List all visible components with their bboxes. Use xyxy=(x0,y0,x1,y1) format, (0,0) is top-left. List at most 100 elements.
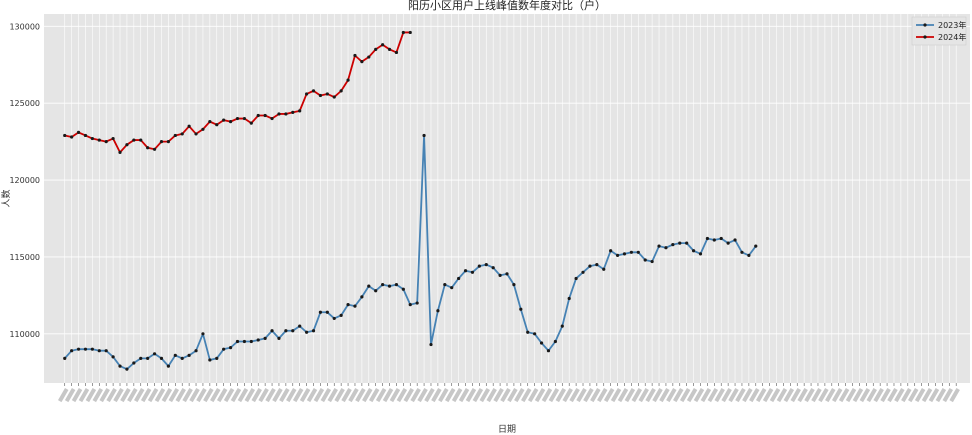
data-point xyxy=(173,353,177,357)
data-point xyxy=(284,329,288,333)
data-point xyxy=(132,138,136,142)
x-tick-label xyxy=(845,388,857,403)
x-tick-label xyxy=(424,388,435,403)
data-point xyxy=(180,132,184,136)
x-tick-label xyxy=(638,388,649,403)
x-tick-label xyxy=(555,388,567,403)
x-tick-label xyxy=(140,388,152,403)
data-point xyxy=(298,109,302,113)
x-tick-label xyxy=(679,388,691,403)
legend-label-2024: 2024年 xyxy=(938,32,966,42)
data-point xyxy=(305,330,309,334)
x-tick-label xyxy=(728,388,739,403)
x-tick-label xyxy=(203,388,214,403)
x-tick-label xyxy=(790,388,801,403)
x-tick-label xyxy=(251,388,262,403)
legend-label-2023: 2023年 xyxy=(938,20,966,30)
x-tick-label xyxy=(914,388,926,403)
data-point xyxy=(104,349,108,353)
data-point xyxy=(740,250,744,254)
x-tick-label xyxy=(852,388,864,403)
x-axis-label: 日期 xyxy=(498,424,516,435)
x-tick-label xyxy=(64,388,76,403)
data-point xyxy=(353,304,357,308)
data-point xyxy=(180,356,184,360)
x-tick-label xyxy=(92,388,104,403)
x-tick-label xyxy=(182,388,193,403)
x-tick-label xyxy=(389,388,401,403)
data-point xyxy=(235,339,240,344)
y-tick-label: 110000 xyxy=(9,330,40,339)
x-tick-label xyxy=(769,388,781,403)
x-tick-label xyxy=(161,388,173,403)
x-tick-label xyxy=(838,388,850,403)
data-point xyxy=(477,264,481,268)
data-point xyxy=(235,116,240,121)
data-point xyxy=(498,273,502,277)
data-point xyxy=(139,356,143,360)
x-tick-label xyxy=(403,388,414,403)
data-point xyxy=(339,313,343,317)
data-point xyxy=(111,136,115,141)
data-point xyxy=(595,263,599,267)
x-tick-label xyxy=(99,388,110,403)
data-point xyxy=(387,284,392,288)
data-point xyxy=(332,95,336,99)
x-tick-label xyxy=(894,388,905,403)
x-tick-label xyxy=(216,388,228,403)
data-point xyxy=(263,113,267,118)
x-tick-label xyxy=(507,388,518,403)
x-tick-label xyxy=(196,388,207,403)
data-point xyxy=(125,143,129,147)
data-point xyxy=(242,339,246,344)
data-point xyxy=(443,283,447,287)
data-point xyxy=(263,336,267,341)
data-point xyxy=(415,301,419,305)
y-axis-label: 人数 xyxy=(0,189,12,207)
data-point xyxy=(691,249,696,253)
x-tick-label xyxy=(134,388,145,403)
x-tick-label xyxy=(686,388,698,403)
data-point xyxy=(650,259,654,264)
x-tick-label xyxy=(348,388,359,403)
data-point xyxy=(574,276,578,281)
data-point xyxy=(270,116,274,121)
x-tick-label xyxy=(306,388,318,403)
legend: 2023年 2024年 xyxy=(911,16,967,46)
legend-box xyxy=(911,16,967,46)
data-point xyxy=(194,132,198,136)
data-point xyxy=(311,329,316,333)
data-point xyxy=(318,93,323,98)
data-point xyxy=(152,352,157,356)
data-point xyxy=(408,30,412,35)
data-point xyxy=(76,130,81,134)
x-tick-label xyxy=(887,388,898,403)
data-point xyxy=(166,140,170,144)
data-point xyxy=(685,241,689,245)
y-tick-label: 130000 xyxy=(9,22,40,31)
x-tick-label xyxy=(78,388,90,403)
x-tick-label xyxy=(935,388,947,403)
x-tick-label xyxy=(313,388,325,403)
data-point xyxy=(463,269,468,273)
data-point xyxy=(159,356,164,360)
data-point xyxy=(90,347,94,351)
data-point xyxy=(609,249,613,253)
x-tick-label xyxy=(258,388,269,403)
data-point xyxy=(712,238,716,242)
x-tick-label xyxy=(548,388,560,403)
data-point xyxy=(90,136,94,141)
data-point xyxy=(491,266,495,270)
x-tick-label xyxy=(320,388,332,403)
x-tick-label xyxy=(742,388,753,403)
x-tick-label xyxy=(901,388,912,403)
x-tick-label xyxy=(659,388,670,403)
data-point xyxy=(76,347,81,351)
data-point xyxy=(664,246,668,250)
data-point xyxy=(249,121,253,125)
x-tick-label xyxy=(299,388,311,403)
x-tick-label xyxy=(873,388,884,403)
x-tick-label xyxy=(396,388,408,403)
x-tick-label xyxy=(417,388,428,403)
x-tick-label xyxy=(375,388,387,403)
